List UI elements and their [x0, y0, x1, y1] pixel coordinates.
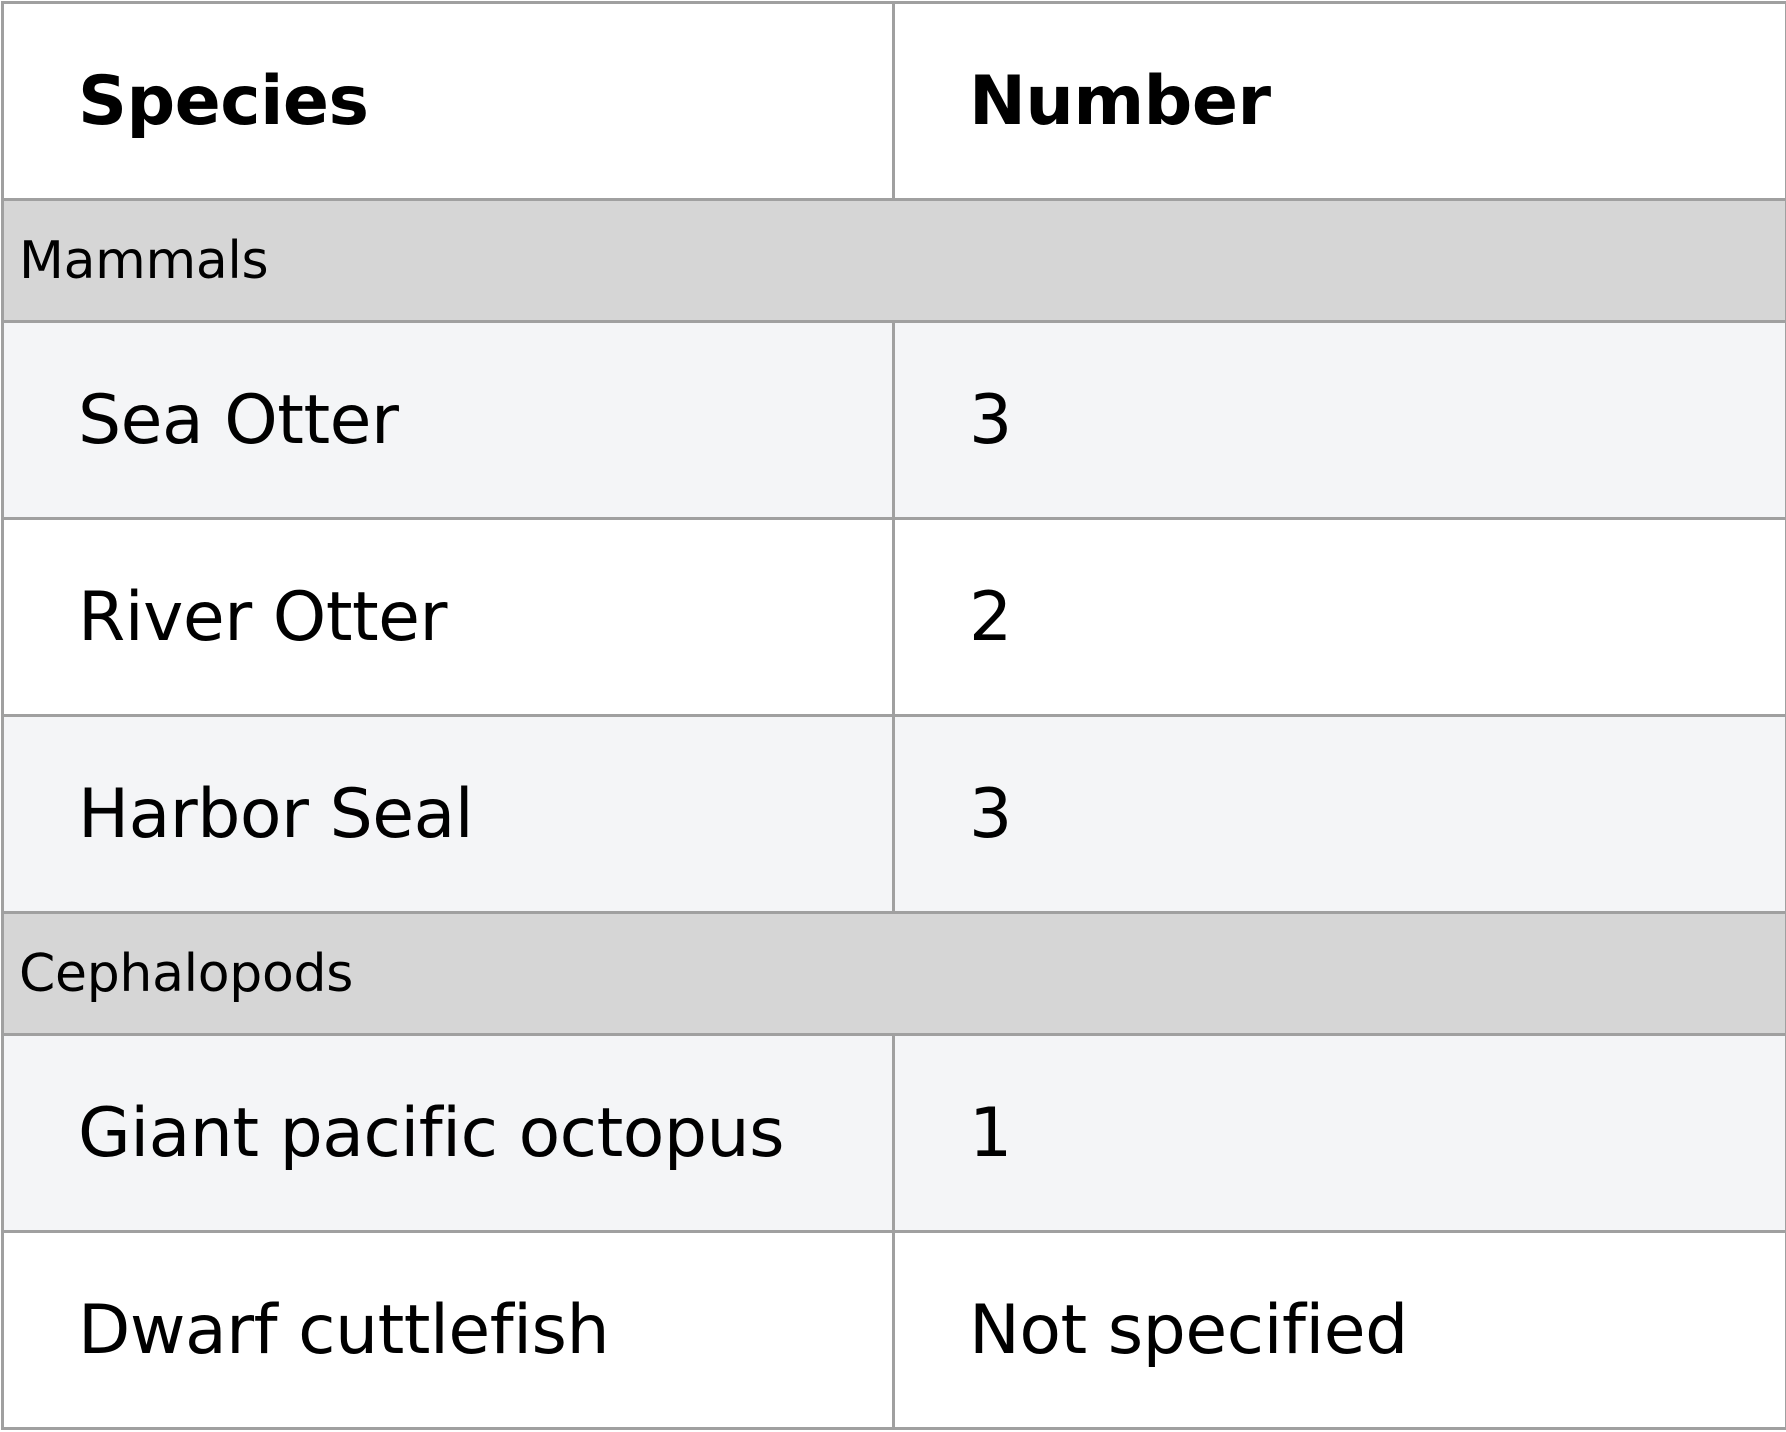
- species-cell: Harbor Seal: [3, 716, 894, 913]
- species-cell: Sea Otter: [3, 322, 894, 519]
- header-row: Species Number: [3, 3, 1786, 200]
- species-cell: Giant pacific octopus: [3, 1035, 894, 1232]
- table-row: Dwarf cuttlefish Not specified: [3, 1232, 1786, 1429]
- number-cell: 2: [894, 519, 1786, 716]
- number-cell: 1: [894, 1035, 1786, 1232]
- number-cell: 3: [894, 322, 1786, 519]
- species-column-header: Species: [3, 3, 894, 200]
- species-cell: River Otter: [3, 519, 894, 716]
- table-row: Harbor Seal 3: [3, 716, 1786, 913]
- group-label: Mammals: [3, 200, 1786, 322]
- table-body: Mammals Sea Otter 3 River Otter 2 Harbor…: [3, 200, 1786, 1429]
- number-cell: 3: [894, 716, 1786, 913]
- table-row: Giant pacific octopus 1: [3, 1035, 1786, 1232]
- species-cell: Dwarf cuttlefish: [3, 1232, 894, 1429]
- number-column-header: Number: [894, 3, 1786, 200]
- group-row-mammals: Mammals: [3, 200, 1786, 322]
- table-row: Sea Otter 3: [3, 322, 1786, 519]
- table-row: River Otter 2: [3, 519, 1786, 716]
- group-row-cephalopods: Cephalopods: [3, 913, 1786, 1035]
- number-cell: Not specified: [894, 1232, 1786, 1429]
- table-header: Species Number: [3, 3, 1786, 200]
- group-label: Cephalopods: [3, 913, 1786, 1035]
